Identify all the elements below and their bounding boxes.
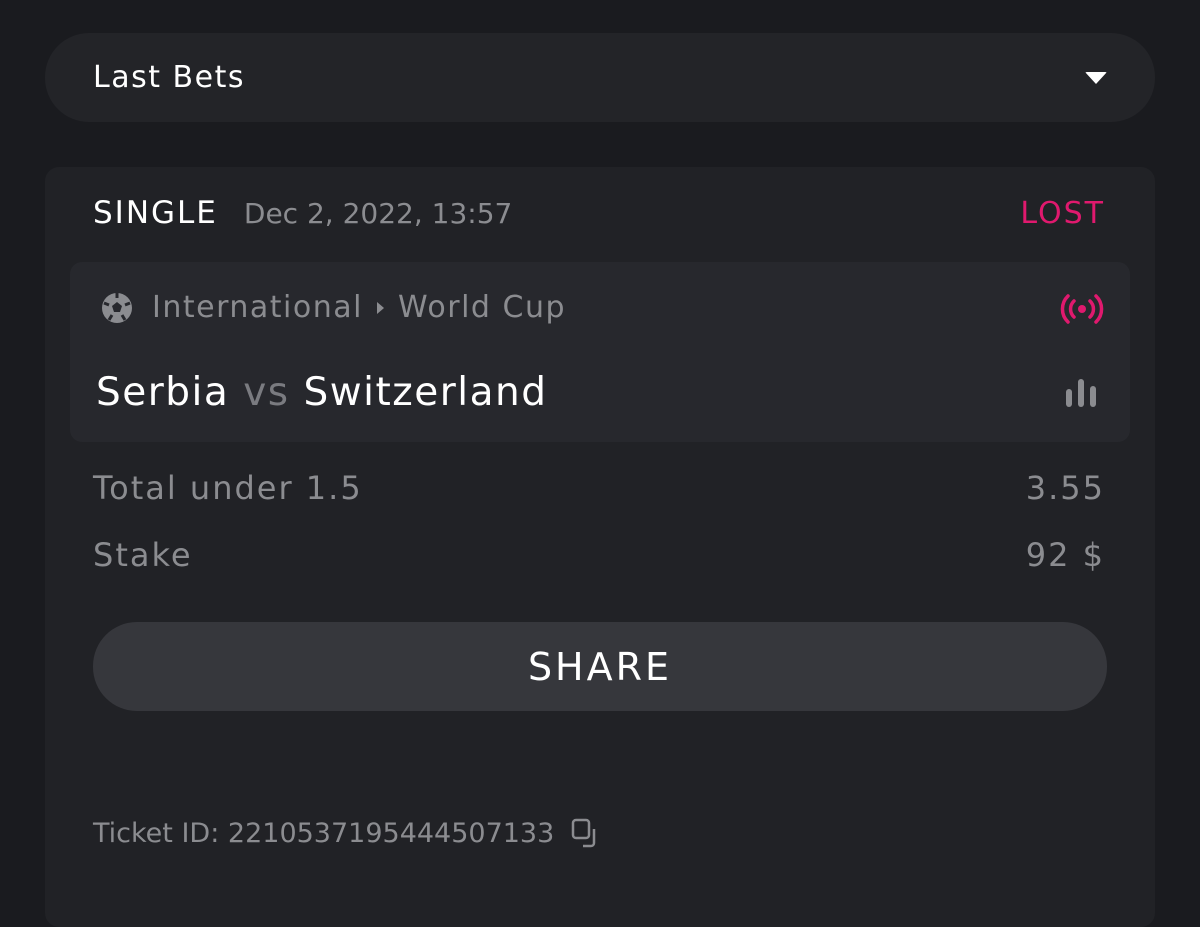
market-label: Total under 1.5: [93, 469, 363, 507]
breadcrumb: International World Cup: [100, 290, 566, 325]
ticket-id-row: Ticket ID: 2210537195444507133: [93, 817, 602, 849]
copy-icon[interactable]: [570, 817, 602, 849]
bet-header: SINGLE Dec 2, 2022, 13:57 LOST: [93, 195, 1105, 231]
ticket-id: 2210537195444507133: [227, 817, 555, 849]
bet-type: SINGLE: [93, 195, 218, 231]
stake-row: Stake 92 $: [93, 536, 1105, 574]
away-team: Switzerland: [303, 370, 548, 415]
vs-label: vs: [243, 370, 290, 415]
bet-date: Dec 2, 2022, 13:57: [243, 196, 513, 230]
statistics-icon[interactable]: [1064, 377, 1098, 407]
ticket-label: Ticket ID:: [93, 817, 220, 849]
breadcrumb-arrow-icon: [376, 301, 384, 314]
status-badge: LOST: [1020, 195, 1105, 231]
share-button[interactable]: SHARE: [93, 622, 1107, 711]
live-broadcast-icon[interactable]: [1060, 292, 1104, 326]
stake-value: 92 $: [1025, 536, 1105, 574]
league-label: World Cup: [397, 290, 566, 325]
home-team: Serbia: [96, 370, 230, 415]
soccer-ball-icon: [102, 292, 132, 323]
stake-label: Stake: [93, 536, 193, 574]
dropdown-label: Last Bets: [93, 60, 245, 95]
event-panel[interactable]: International World Cup Serbia vs Switze…: [70, 262, 1130, 442]
caret-down-icon: [1085, 71, 1107, 84]
market-row: Total under 1.5 3.55: [93, 469, 1105, 507]
category-label: International: [152, 290, 363, 325]
bet-card: SINGLE Dec 2, 2022, 13:57 LOST Internati…: [45, 167, 1155, 927]
match-teams: Serbia vs Switzerland: [96, 370, 548, 415]
odds-value: 3.55: [1025, 469, 1105, 507]
last-bets-dropdown[interactable]: Last Bets: [45, 33, 1155, 122]
